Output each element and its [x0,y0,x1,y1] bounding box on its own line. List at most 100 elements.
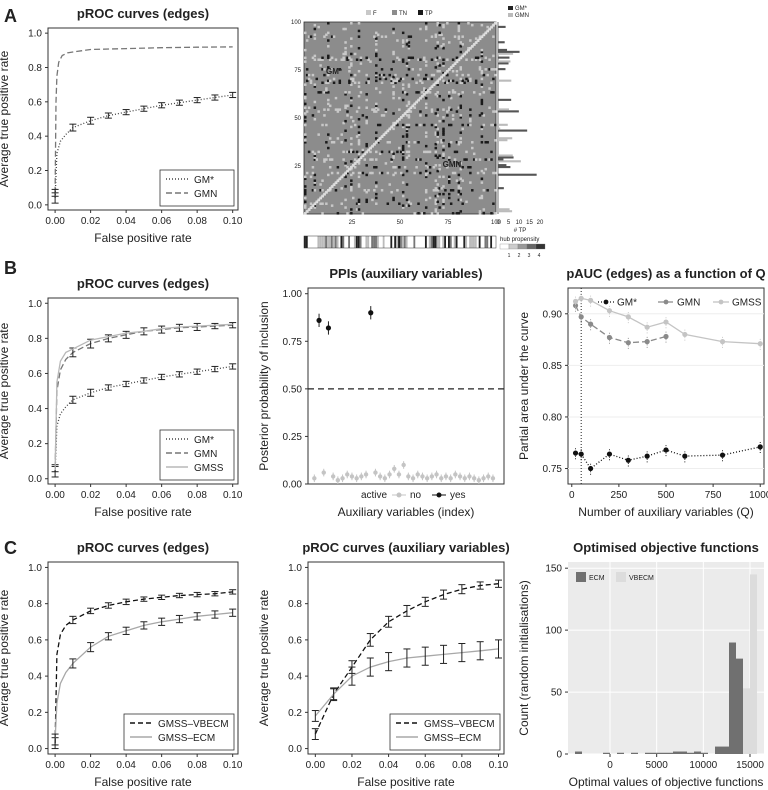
heatmap-cell [474,37,478,40]
heatmap-cell [449,189,453,192]
heatmap-cell [457,212,461,215]
heatmap-cell [363,189,367,192]
heatmap-cell [311,150,315,154]
x-tick-label: 100 [491,220,502,226]
heatmap-cell [424,135,428,138]
legend-swatch [576,572,586,582]
heatmap-cell [401,125,405,129]
hub-cell [451,236,454,248]
legend-swatch [616,572,626,582]
heatmap-cell [371,158,374,161]
data-point [578,295,584,301]
heatmap-cell [451,89,455,92]
legend-label: ECM [589,575,605,582]
x-tick-label: 0.10 [489,760,509,771]
heatmap-cell [325,158,328,161]
error-bar [104,384,112,391]
heatmap-cell [355,150,359,154]
heatmap-cell [482,123,486,127]
heatmap-cell [321,68,324,71]
heatmap-cell [342,58,345,61]
y-tick-label: 1.0 [288,563,302,574]
heatmap-cell [442,23,445,27]
heatmap-cell [486,189,489,192]
plot-frame [307,287,505,485]
heatmap-cell [350,73,353,77]
error-bar [385,615,393,628]
hub-cell [434,236,437,248]
histogram-bar [694,751,701,754]
heatmap-cell [365,106,368,109]
heatmap-cell [304,189,307,192]
heatmap-cell [396,150,399,154]
heatmap-cell [323,73,326,77]
heatmap-cell [380,81,384,85]
heatmap-cell [424,60,428,63]
heatmap-cell [375,54,378,58]
heatmap-cell [307,150,311,154]
chart-C2: pROC curves (auxiliary variables) False p… [257,540,510,789]
heatmap-cell [398,79,401,83]
heatmap-cell [457,93,461,96]
heatmap-cell [401,31,405,35]
heatmap-cell [424,96,428,100]
inactive-point [335,477,341,483]
inactive-point [429,474,435,479]
heatmap-cell [382,114,386,117]
heatmap-cell [436,70,439,73]
heatmap-cell [405,93,409,96]
heatmap-cell [421,212,424,215]
error-bar [140,596,148,602]
heatmap-cell [469,77,472,81]
heatmap-cell [350,167,353,171]
heatmap-cell [388,183,391,186]
heatmap-cell [424,89,428,92]
heatmap-cell [344,162,347,165]
heatmap-cell [442,127,445,131]
heatmap-cell [461,202,464,205]
heatmap-cell [328,189,332,192]
heatmap-cell [419,123,422,127]
x-tick-label: 15000 [736,760,764,771]
heatmap-cell [415,166,418,169]
heatmap-cell [405,62,409,65]
heatmap-cell [328,79,332,83]
heatmap-cell [390,190,393,194]
y-tick-label: 0.00 [283,480,303,491]
heatmap-cell [448,91,451,94]
heatmap-cell [367,58,370,61]
heatmap-cell [428,150,432,154]
data-point [625,340,631,346]
heatmap-cell [480,71,484,75]
heatmap-cell [436,200,439,204]
heatmap-cell [442,192,445,196]
x-axis-label: Optimal values of objective functions [569,775,764,789]
x-tick-label: 0.10 [223,490,243,501]
heatmap-cell [480,112,484,115]
heatmap-cell [465,200,468,204]
heatmap-cell [419,171,422,175]
heatmap-cell [438,167,441,171]
heatmap-cell [459,198,463,202]
heatmap-cell [474,79,478,83]
heatmap-cell [390,81,393,85]
heatmap-cell [453,158,457,161]
legend-label: GM* [515,6,528,12]
series-line-2 [575,297,761,345]
heatmap-cell [442,119,445,123]
heatmap-cell [384,108,388,111]
heatmap-cell [459,81,463,85]
y-tick-label: 0.8 [288,599,302,610]
heatmap-cell [423,89,426,92]
heatmap-cell [313,204,317,207]
chart-B2: PPIs (auxiliary variables) Auxiliary vari… [257,266,505,519]
heatmap-cell [327,102,330,106]
heatmap-cell [451,91,455,94]
y-tick-label: 0.6 [28,635,42,646]
error-bar [458,584,466,595]
x-tick-label: 0.02 [81,760,101,771]
heatmap-cell [313,100,317,104]
heatmap-cell [401,152,405,156]
error-bar [476,641,484,661]
heatmap-cell [434,142,438,146]
